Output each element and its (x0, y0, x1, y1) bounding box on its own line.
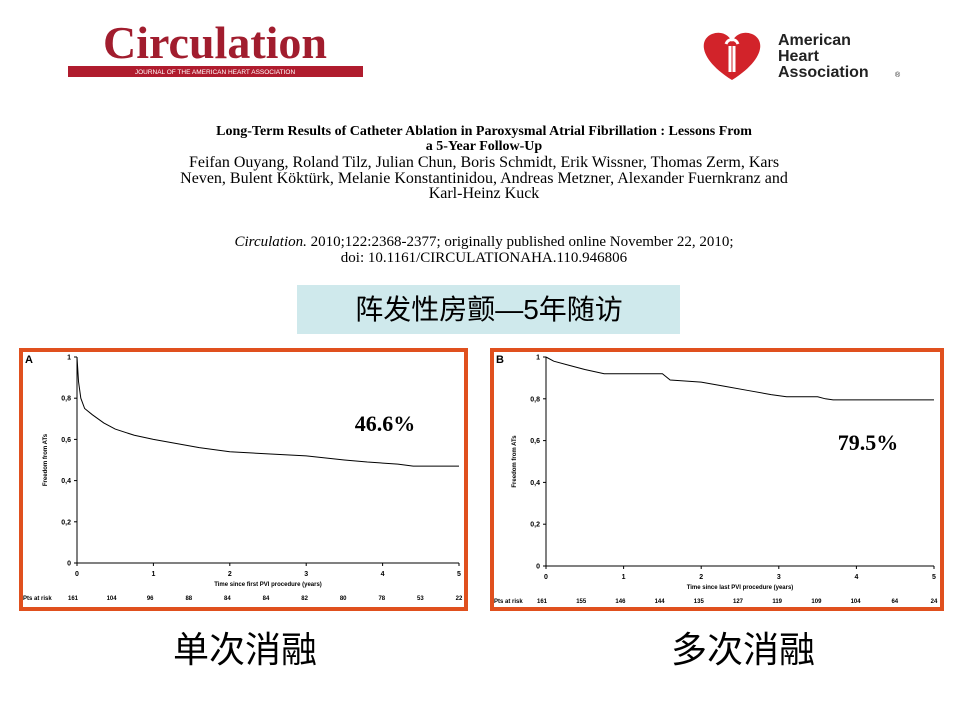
at-risk-value: 135 (694, 599, 705, 605)
at-risk-value: 22 (456, 596, 463, 602)
at-risk-value: 24 (931, 599, 938, 605)
y-tick-label: 0,8 (61, 396, 71, 403)
at-risk-value: 53 (417, 596, 424, 602)
x-tick-label: 4 (381, 571, 385, 578)
citation-details: 2010;122:2368-2377; originally published… (307, 234, 734, 250)
at-risk-value: 161 (537, 599, 548, 605)
y-tick-label: 1 (536, 355, 540, 362)
at-risk-value: 64 (891, 599, 898, 605)
x-axis-title: Time since last PVI procedure (years) (687, 585, 794, 591)
x-tick-label: 2 (699, 574, 703, 581)
at-risk-value: 84 (263, 596, 270, 602)
at-risk-value: 144 (655, 599, 666, 605)
panel-frame (19, 348, 468, 611)
survival-curve (76, 356, 459, 467)
x-tick-label: 0 (544, 574, 548, 581)
survival-curve (545, 356, 934, 401)
annotation: 79.5% (838, 430, 899, 455)
x-tick-label: 3 (304, 571, 308, 578)
y-tick-label: 0,6 (530, 438, 540, 445)
x-axis-title: Time since first PVI procedure (years) (214, 582, 322, 588)
banner-box (297, 285, 680, 334)
aha-torch (724, 38, 740, 72)
y-tick-label: 0,6 (61, 437, 71, 444)
y-tick-label: 0,2 (530, 522, 540, 529)
x-tick-label: 0 (75, 571, 79, 578)
aha-text: American (778, 32, 851, 49)
y-tick-label: 0 (67, 561, 71, 568)
at-risk-value: 80 (340, 596, 347, 602)
citation-journal: Circulation. (235, 234, 307, 250)
panel-frame (490, 348, 944, 611)
caption: 多次消融 (671, 629, 815, 670)
y-tick-label: 1 (67, 355, 71, 362)
citation: Circulation. 2010;122:2368-2377; origina… (235, 234, 734, 250)
x-tick-label: 1 (151, 571, 155, 578)
y-tick-label: 0,8 (530, 396, 540, 403)
at-risk-value: 127 (733, 599, 744, 605)
panel-letter: B (496, 354, 504, 366)
journal-logo: Circulation (103, 17, 327, 68)
article-title: Long-Term Results of Catheter Ablation i… (216, 124, 752, 139)
at-risk-value: 155 (576, 599, 587, 605)
x-tick-label: 1 (622, 574, 626, 581)
y-tick-label: 0,2 (61, 519, 71, 526)
at-risk-value: 109 (811, 599, 822, 605)
y-axis-title: Freedom from ATs (512, 435, 518, 488)
aha-text: Heart (778, 48, 820, 65)
banner: 阵发性房颤—5年随访 (355, 294, 623, 325)
doi: doi: 10.1161/CIRCULATIONAHA.110.946806 (341, 250, 628, 266)
y-axis-title: Freedom from ATs (43, 433, 49, 486)
at-risk-value: 161 (68, 596, 79, 602)
x-tick-label: 3 (777, 574, 781, 581)
aha-heart (703, 32, 761, 80)
aha-text: Association (778, 64, 869, 81)
at-risk-value: 119 (772, 599, 782, 605)
at-risk-value: 88 (185, 596, 192, 602)
authors: Feifan Ouyang, Roland Tilz, Julian Chun,… (189, 154, 779, 171)
at-risk-label: Pts at risk (23, 596, 52, 602)
at-risk-value: 78 (378, 596, 385, 602)
authors: Neven, Bulent Köktürk, Melanie Konstanti… (180, 170, 788, 187)
at-risk-value: 104 (107, 596, 118, 602)
y-tick-label: 0 (536, 564, 540, 571)
x-tick-label: 2 (228, 571, 232, 578)
logo-bar (68, 66, 363, 77)
at-risk-label: Pts at risk (494, 599, 523, 605)
at-risk-value: 82 (301, 596, 308, 602)
x-tick-label: 4 (854, 574, 858, 581)
caption: 单次消融 (173, 629, 317, 670)
x-tick-label: 5 (932, 574, 936, 581)
y-tick-label: 0,4 (61, 478, 71, 485)
y-tick-label: 0,4 (530, 480, 540, 487)
x-tick-label: 5 (457, 571, 461, 578)
annotation: 46.6% (355, 411, 416, 436)
at-risk-value: 146 (615, 599, 626, 605)
at-risk-value: 84 (224, 596, 231, 602)
panel-letter: A (25, 354, 33, 366)
article-title: a 5-Year Follow-Up (426, 139, 543, 154)
at-risk-value: 104 (851, 599, 862, 605)
authors: Karl-Heinz Kuck (429, 185, 540, 202)
journal-tagline: JOURNAL OF THE AMERICAN HEART ASSOCIATIO… (135, 69, 296, 76)
at-risk-value: 96 (147, 596, 154, 602)
registered-mark: ® (895, 71, 901, 79)
